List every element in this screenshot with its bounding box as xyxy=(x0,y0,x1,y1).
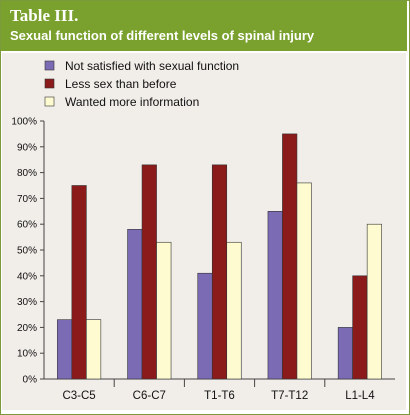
bar xyxy=(337,327,353,380)
y-tick-label: 20% xyxy=(17,323,37,334)
bar xyxy=(296,182,312,380)
bar xyxy=(86,319,102,380)
legend-swatch xyxy=(44,78,55,89)
bar xyxy=(57,319,73,380)
y-tick-label: 50% xyxy=(17,246,37,257)
bar xyxy=(156,241,172,380)
x-tick-label: C6-C7 xyxy=(133,390,166,402)
y-tick-label: 80% xyxy=(17,168,37,179)
x-tick-label: C3-C5 xyxy=(62,390,95,402)
legend-label: Not satisfied with sexual function xyxy=(65,59,239,73)
y-tick-label: 10% xyxy=(17,349,37,360)
y-tick-label: 30% xyxy=(17,297,37,308)
chart-subtitle: Sexual function of different levels of s… xyxy=(10,28,315,43)
bar xyxy=(197,272,213,380)
bar xyxy=(71,185,87,380)
bar xyxy=(141,164,157,380)
y-tick-label: 60% xyxy=(17,220,37,231)
legend-label: Wanted more information xyxy=(65,95,199,109)
bar xyxy=(366,223,382,380)
x-tick-label: L1-L4 xyxy=(345,390,375,402)
x-tick-label: T1-T6 xyxy=(204,390,235,402)
bar xyxy=(352,275,368,380)
y-tick-label: 100% xyxy=(11,117,37,128)
y-tick-label: 0% xyxy=(23,375,38,386)
x-tick-label: T7-T12 xyxy=(271,390,308,402)
y-tick-label: 70% xyxy=(17,194,37,205)
legend-swatch xyxy=(44,60,55,71)
y-tick-label: 90% xyxy=(17,142,37,153)
chart-title: Table III. xyxy=(10,6,79,25)
chart-header: Table III. Sexual function of different … xyxy=(1,1,407,51)
bar xyxy=(127,229,143,380)
legend-swatch xyxy=(44,96,55,107)
bar xyxy=(226,241,242,380)
bar xyxy=(267,211,283,380)
legend-label: Less sex than before xyxy=(65,77,177,91)
bar xyxy=(211,164,228,380)
bar xyxy=(282,133,298,380)
y-tick-label: 40% xyxy=(17,271,37,282)
